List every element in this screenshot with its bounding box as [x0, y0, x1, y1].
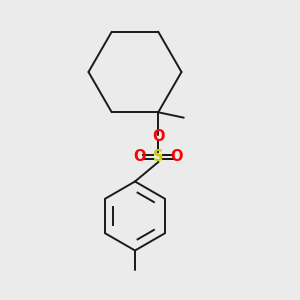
Text: S: S [153, 149, 164, 164]
Text: O: O [171, 149, 183, 164]
Text: O: O [152, 129, 164, 144]
Text: O: O [134, 149, 146, 164]
